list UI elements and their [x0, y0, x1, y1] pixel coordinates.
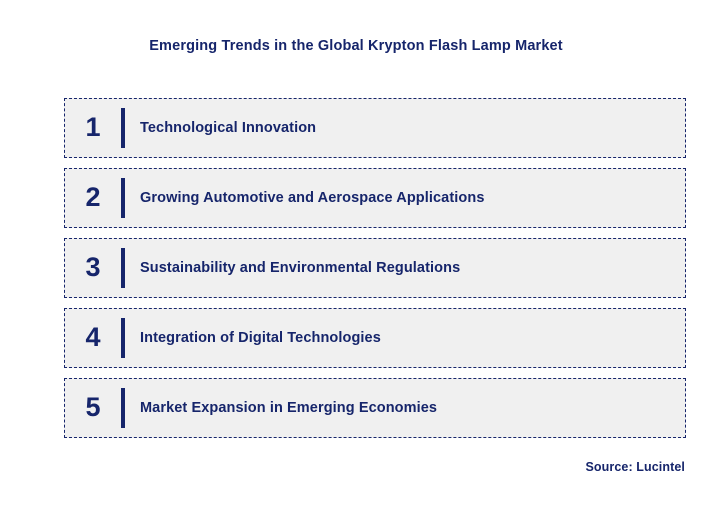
trend-label: Growing Automotive and Aerospace Applica… — [140, 190, 485, 206]
trend-row-3: 3 Sustainability and Environmental Regul… — [64, 238, 686, 298]
trend-row-1: 1 Technological Innovation — [64, 98, 686, 158]
trend-number: 2 — [85, 181, 101, 212]
vertical-divider — [121, 318, 125, 358]
trend-list: 1 Technological Innovation 2 Growing Aut… — [64, 98, 686, 438]
trend-row-5: 5 Market Expansion in Emerging Economies — [64, 378, 686, 438]
trend-row-4: 4 Integration of Digital Technologies — [64, 308, 686, 368]
vertical-divider — [121, 248, 125, 288]
trend-number: 1 — [85, 111, 101, 142]
trend-label: Technological Innovation — [140, 120, 317, 136]
trend-number: 5 — [85, 391, 101, 422]
trend-label: Sustainability and Environmental Regulat… — [140, 260, 461, 276]
trend-label: Market Expansion in Emerging Economies — [140, 400, 438, 416]
trend-number: 4 — [85, 321, 101, 352]
vertical-divider — [121, 108, 125, 148]
source-attribution: Source: Lucintel — [585, 460, 685, 474]
vertical-divider — [121, 388, 125, 428]
vertical-divider — [121, 178, 125, 218]
trend-row-2: 2 Growing Automotive and Aerospace Appli… — [64, 168, 686, 228]
trend-label: Integration of Digital Technologies — [140, 330, 381, 346]
page-title: Emerging Trends in the Global Krypton Fl… — [149, 38, 563, 54]
trend-number: 3 — [85, 251, 101, 282]
